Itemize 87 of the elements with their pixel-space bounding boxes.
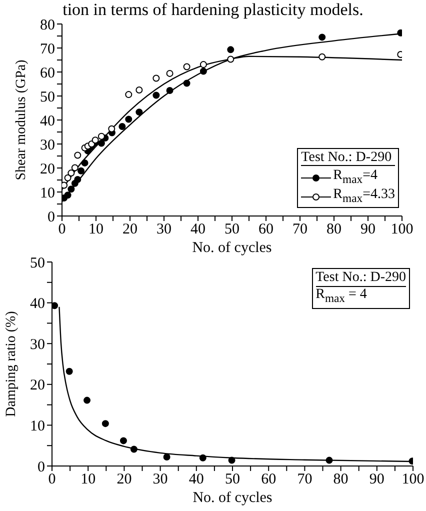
- point: [118, 122, 126, 130]
- point: [78, 167, 85, 174]
- x-tick-label: 30: [156, 222, 172, 238]
- point: [120, 437, 127, 444]
- point: [84, 396, 91, 404]
- x-tick-label: 70: [297, 472, 312, 488]
- point: [64, 192, 72, 199]
- annotation: Test No.: D-290: [316, 270, 406, 285]
- point: [136, 108, 143, 116]
- y-tick-label: 30: [30, 336, 45, 353]
- x-axis-title: No. of cycles: [192, 490, 272, 506]
- x-tick-label: 60: [261, 472, 276, 488]
- point: [227, 56, 234, 63]
- y-tick-label: 40: [30, 296, 45, 312]
- x-tick-label: 60: [258, 222, 274, 238]
- point: [152, 74, 160, 82]
- y-tick-label: 40: [40, 113, 55, 130]
- y-tick-label: 60: [40, 65, 55, 82]
- x-tick-label: 10: [80, 472, 96, 488]
- x-tick-label: 50: [225, 472, 240, 488]
- point: [108, 125, 116, 132]
- x-tick-label: 90: [369, 472, 384, 488]
- y-tick-label: 20: [40, 161, 55, 178]
- point: [200, 61, 207, 68]
- y-tick-label: 10: [40, 185, 55, 202]
- point: [68, 186, 75, 193]
- point: [74, 152, 82, 159]
- legend-label: R$_{max}$=4.33: [333, 187, 395, 206]
- point: [125, 91, 132, 98]
- x-tick-label: 50: [224, 222, 240, 238]
- point: [199, 454, 206, 462]
- point: [166, 70, 174, 77]
- x-tick-label: 20: [122, 222, 138, 238]
- x-tick-label: 80: [333, 472, 348, 488]
- y-tick-label: 30: [40, 137, 55, 154]
- x-tick-label: 40: [190, 222, 206, 238]
- y-tick-label: 50: [40, 89, 55, 106]
- point: [66, 368, 73, 375]
- point: [102, 420, 109, 428]
- x-tick-label: 0: [58, 222, 66, 238]
- x-tick-label: 90: [360, 222, 376, 238]
- point: [98, 140, 105, 147]
- legend-title: Test No.: D-290: [301, 150, 392, 166]
- x-tick-label: 20: [116, 472, 132, 488]
- x-tick-label: 70: [292, 222, 308, 238]
- point: [318, 34, 326, 41]
- y-tick-label: 80: [40, 17, 55, 34]
- point: [92, 136, 99, 144]
- y-axis-title: Shear modulus (GPa): [14, 59, 29, 180]
- x-tick-label: 100: [390, 222, 414, 238]
- point: [152, 92, 160, 99]
- point: [130, 446, 138, 453]
- y-tick-label: 70: [40, 41, 55, 58]
- x-tick-label: 100: [402, 472, 424, 488]
- x-tick-label: 40: [188, 472, 204, 488]
- y-tick-label: 0: [48, 209, 55, 226]
- point: [52, 302, 58, 310]
- point: [98, 132, 105, 140]
- point: [163, 454, 170, 461]
- point: [183, 63, 190, 70]
- point: [227, 46, 234, 54]
- x-tick-label: 80: [326, 222, 342, 238]
- point: [228, 456, 236, 464]
- point: [318, 53, 326, 60]
- point: [62, 182, 68, 189]
- x-axis-title: No. of cycles: [192, 240, 272, 256]
- point: [136, 86, 143, 94]
- point: [71, 164, 78, 172]
- point: [125, 116, 132, 123]
- y-tick-label: 10: [30, 418, 45, 435]
- point: [81, 159, 88, 166]
- x-tick-label: 30: [152, 472, 168, 488]
- legend-label: R$_{max}$=4: [333, 168, 378, 188]
- text: tion in terms of hardening plasticity models.: [62, 0, 364, 19]
- x-tick-label: 10: [88, 222, 104, 238]
- point: [200, 68, 207, 75]
- annotation: R$_{max}$ = 4: [316, 287, 367, 305]
- point: [68, 170, 75, 177]
- y-tick-label: 50: [30, 255, 45, 272]
- y-tick-label: 20: [30, 378, 45, 394]
- y-axis-title: Damping ratio (%): [4, 310, 19, 417]
- point: [326, 456, 333, 464]
- point: [166, 86, 174, 94]
- point: [64, 174, 72, 182]
- point: [183, 80, 190, 87]
- point: [74, 176, 82, 184]
- y-tick-label: 0: [38, 459, 45, 476]
